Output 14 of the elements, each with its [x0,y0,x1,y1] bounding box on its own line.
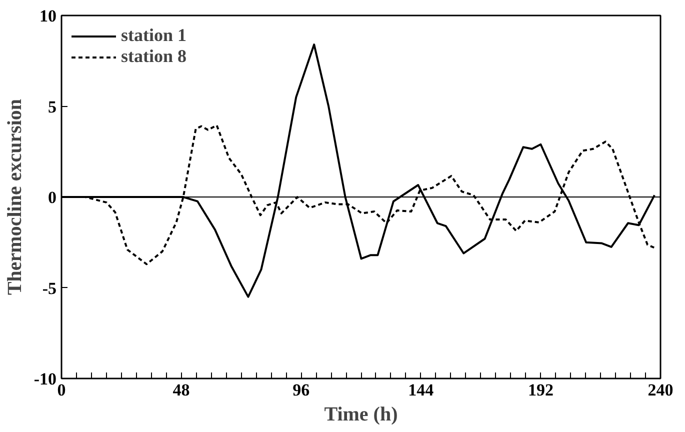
y-tick-label: 5 [48,97,56,116]
legend-label: station 8 [121,46,187,67]
y-tick-label: 10 [40,6,56,26]
x-tick-label: 192 [528,380,554,400]
y-tick-label: -5 [42,278,57,298]
x-tick-label: 144 [408,380,434,400]
x-tick-label: 96 [292,380,310,400]
y-tick-label: -10 [34,370,57,388]
y-tick-label: 0 [48,188,56,207]
legend-label: station 1 [121,25,187,46]
x-axis-title: Time (h) [324,404,398,426]
x-tick-label: 48 [172,380,190,400]
y-axis-title: Thermocline excursion [4,98,26,296]
x-tick-label: 240 [648,380,674,400]
